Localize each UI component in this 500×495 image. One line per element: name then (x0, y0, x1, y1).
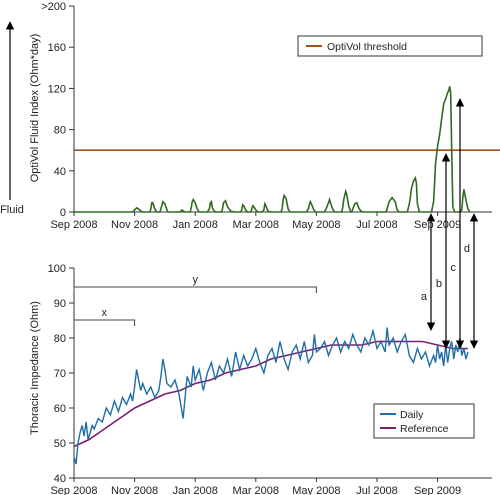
bottom-legend-box (373, 403, 475, 439)
top-y-ticks: 0 40 80 120 160 >200 (41, 1, 74, 219)
daily-legend-label: Daily (400, 409, 424, 421)
top-legend: OptiVol threshold (297, 35, 483, 57)
x-tick-label: Nov 2008 (111, 485, 158, 495)
daily-series-line (73, 327, 469, 465)
period-brackets: xy (73, 274, 317, 326)
bracket-x (73, 319, 136, 326)
top-x-ticks: Sep 2008 Nov 2008 Jan 2008 Mar 2008 May 2008… (50, 212, 461, 231)
x-tick-label: Jul 2008 (356, 485, 398, 495)
top-panel: OptiVol Fluid Index (Ohm*day) Fluid 0 40 8… (0, 1, 500, 231)
x-tick-label: Sep 2009 (414, 485, 461, 495)
x-tick-label: Jul 2008 (356, 219, 398, 231)
bracket-label-y: y (192, 274, 198, 286)
x-tick-label: Jan 2008 (173, 485, 218, 495)
top-legend-box (297, 35, 483, 57)
bottom-legend: Daily Reference (373, 403, 475, 439)
top-y-tick-label: 160 (48, 42, 66, 54)
x-tick-label: May 2008 (292, 485, 340, 495)
bottom-y-tick-label: 100 (48, 263, 66, 275)
optivol-series-line (74, 86, 471, 213)
bottom-y-tick-label: 50 (54, 438, 66, 450)
x-tick-label: Nov 2008 (111, 219, 158, 231)
top-y-tick-label: 80 (54, 125, 66, 137)
x-tick-label: Jan 2008 (173, 219, 218, 231)
delay-arrow-label-a: a (421, 291, 428, 303)
delay-arrow-label-c: c (451, 262, 457, 274)
bracket-y (73, 286, 317, 293)
top-y-tick-label: 40 (54, 166, 66, 178)
top-y-tick-label: 120 (48, 83, 66, 95)
x-tick-label: Sep 2008 (50, 485, 97, 495)
x-tick-label: May 2008 (292, 219, 340, 231)
x-tick-label: Mar 2008 (233, 485, 279, 495)
threshold-legend-label: OptiVol threshold (327, 41, 407, 53)
bracket-label-x: x (102, 307, 108, 319)
x-tick-label: Sep 2008 (50, 219, 97, 231)
bottom-y-tick-label: 40 (54, 473, 66, 485)
bottom-y-tick-label: 70 (54, 368, 66, 380)
x-tick-label: Mar 2008 (233, 219, 279, 231)
bottom-panel: Thoracic Impedance (Ohm) 40 50 60 70 80 90 100… (29, 263, 492, 495)
bottom-y-tick-label: 80 (54, 333, 66, 345)
x-tick-label: Sep 2009 (414, 219, 461, 231)
bottom-y-tick-label: 90 (54, 298, 66, 310)
top-y-axis-label: OptiVol Fluid Index (Ohm*day) (29, 34, 41, 183)
bottom-y-tick-label: 60 (54, 403, 66, 415)
top-y-tick-label: 0 (60, 207, 66, 219)
fluid-label: Fluid (0, 204, 24, 216)
bottom-y-axis-label: Thoracic Impedance (Ohm) (29, 301, 41, 435)
bottom-y-ticks: 40 50 60 70 80 90 100 (48, 263, 74, 485)
reference-series-line (73, 340, 468, 448)
bottom-x-ticks: Sep 2008 Nov 2008 Jan 2008 Mar 2008 May 2008… (50, 478, 461, 495)
delay-arrow-label-d: d (464, 243, 470, 255)
delay-arrow-label-b: b (436, 278, 442, 290)
reference-legend-label: Reference (400, 423, 449, 435)
top-y-tick-label: >200 (41, 1, 66, 13)
